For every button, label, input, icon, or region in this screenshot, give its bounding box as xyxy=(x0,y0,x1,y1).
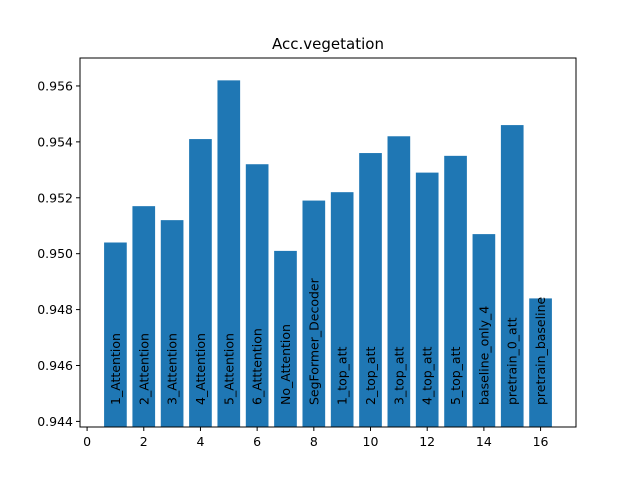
x-tick-label: 16 xyxy=(533,434,549,449)
x-tick-label: 2 xyxy=(140,434,148,449)
y-tick-label: 0.952 xyxy=(37,190,73,205)
bar-4 xyxy=(189,139,212,427)
y-tick-label: 0.950 xyxy=(37,246,73,261)
bar-label-11: 3_top_att xyxy=(391,347,406,405)
y-tick-label: 0.956 xyxy=(37,78,73,93)
bar-13 xyxy=(444,155,467,427)
bar-6 xyxy=(245,164,269,428)
bar-1 xyxy=(104,242,127,427)
bar-label-3: 3_Attention xyxy=(165,333,180,405)
x-tick-label: 0 xyxy=(83,434,91,449)
x-tick-label: 14 xyxy=(476,434,492,449)
bar-2 xyxy=(132,206,156,427)
bar-7 xyxy=(274,250,297,427)
x-tick-label: 10 xyxy=(363,434,379,449)
bar-label-8: SegFormer_Decoder xyxy=(306,277,321,405)
bar-5 xyxy=(217,80,241,428)
bar-labels: 1_Attention 2_Attention 3_Attention 4_Atten… xyxy=(108,277,548,405)
bar-10 xyxy=(359,153,382,428)
x-axis: 0 2 4 6 8 10 12 14 16 xyxy=(83,427,549,449)
chart-title: Acc.vegetation xyxy=(272,35,384,53)
bar-label-9: 1_top_att xyxy=(335,347,350,405)
bar-3 xyxy=(160,220,184,427)
x-tick-label: 12 xyxy=(419,434,435,449)
y-tick-label: 0.948 xyxy=(37,302,73,317)
bar-label-5: 5_Attention xyxy=(221,333,236,405)
bar-15 xyxy=(500,125,524,427)
bar-label-10: 2_top_att xyxy=(363,347,378,405)
y-axis: 0.944 0.946 0.948 0.950 0.952 0.954 0.956 xyxy=(37,78,80,429)
bar-label-7: No_Attention xyxy=(278,324,293,405)
bar-12 xyxy=(415,172,439,427)
bar-label-13: 5_top_att xyxy=(448,347,463,405)
bar-14 xyxy=(472,234,496,427)
bar-label-12: 4_top_att xyxy=(420,347,435,405)
bar-label-1: 1_Attention xyxy=(108,333,123,405)
bar-16 xyxy=(529,298,552,427)
y-tick-label: 0.954 xyxy=(37,134,73,149)
bar-label-2: 2_Attention xyxy=(136,333,151,405)
bar-label-15: pretrain_0_att xyxy=(505,317,520,405)
bar-label-6: 6_Atttention xyxy=(250,328,265,405)
bar-label-14: baseline_only_4 xyxy=(476,306,491,405)
y-tick-label: 0.944 xyxy=(37,414,73,429)
bars xyxy=(104,80,552,428)
bar-9 xyxy=(330,192,354,427)
bar-8 xyxy=(302,200,326,427)
y-tick-label: 0.946 xyxy=(37,358,73,373)
x-tick-label: 6 xyxy=(253,434,261,449)
bar-label-16: pretrain_baseline xyxy=(533,296,548,405)
bar-label-4: 4_Attention xyxy=(193,333,208,405)
x-tick-label: 8 xyxy=(310,434,318,449)
plot-frame xyxy=(79,57,577,428)
x-tick-label: 4 xyxy=(196,434,204,449)
bar-11 xyxy=(387,136,411,427)
